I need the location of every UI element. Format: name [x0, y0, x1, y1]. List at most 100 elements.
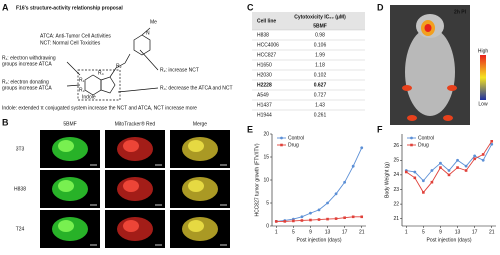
marker [309, 218, 312, 222]
marker [351, 215, 355, 219]
label: H1944 [257, 112, 272, 118]
label: Indole [82, 94, 96, 100]
y-tick-label: 25 [393, 158, 399, 164]
label: 0.627 [314, 82, 327, 88]
cell-stain [58, 220, 74, 232]
label: 0.261 [314, 112, 327, 118]
label: 1.99 [315, 52, 325, 58]
marker [447, 169, 451, 172]
label: 0.102 [314, 72, 327, 78]
label: R₂: increase NCT [160, 67, 199, 73]
y-tick-label: 10 [263, 177, 269, 183]
marker [360, 215, 364, 219]
label: 1.18 [315, 62, 325, 68]
marker [317, 218, 321, 221]
label: 5BMF [63, 121, 76, 127]
cell-stain [188, 180, 204, 192]
marker [317, 208, 321, 212]
label: R₃: electron donating [2, 79, 49, 85]
x-tick-label: 13 [325, 229, 331, 235]
label: R₄: decrease the ATCA and NCT [160, 85, 233, 91]
label: R₄ [98, 70, 104, 76]
legend-label: Drug [418, 142, 429, 148]
label: H1650 [257, 62, 272, 68]
label: D [377, 2, 384, 12]
marker [490, 140, 494, 143]
label: groups increase ATCA [2, 61, 52, 67]
label: R₃ [79, 87, 85, 93]
label: 3T3 [16, 146, 25, 152]
label: H2228 [257, 82, 272, 88]
label: C [247, 2, 254, 12]
marker [439, 161, 442, 165]
marker [473, 157, 476, 161]
x-tick-label: 17 [342, 229, 348, 235]
label: 0.106 [314, 42, 327, 48]
label: 0.727 [314, 92, 327, 98]
label: Indole: extended π conjugated system inc… [2, 105, 197, 111]
panel-letter: A [2, 2, 9, 12]
legend-marker [410, 136, 413, 140]
label: R₂ [116, 63, 122, 69]
label: 5BMF [313, 23, 327, 29]
x-tick-label: 5 [292, 229, 295, 235]
x-tick-label: 13 [455, 229, 461, 235]
marker [464, 169, 468, 172]
label: 2h PI [454, 9, 467, 15]
marker [334, 192, 338, 196]
x-tick-label: 17 [472, 229, 478, 235]
marker [430, 180, 434, 184]
marker [351, 164, 355, 168]
marker [334, 217, 338, 220]
marker [413, 176, 417, 180]
label: ATCA: Anti-Tumor Cell Activities [40, 33, 111, 39]
y-tick-label: 23 [393, 187, 399, 193]
label: Cell line [257, 18, 276, 24]
y-tick-label: 24 [393, 172, 399, 178]
mouse-image [390, 5, 486, 125]
label: N [146, 30, 150, 36]
y-tick-label: 22 [393, 201, 399, 207]
label: MitoTracker® Red [115, 120, 156, 127]
label: groups increase ATCA [2, 85, 52, 91]
x-tick-label: 5 [422, 229, 425, 235]
marker [343, 180, 347, 184]
legend-marker [280, 136, 283, 140]
marker [274, 220, 278, 223]
cell-stain [123, 220, 139, 232]
y-axis-label: Body Weight (g) [384, 162, 390, 198]
marker [292, 219, 295, 223]
x-tick-label: 21 [359, 229, 365, 235]
marker [430, 169, 434, 172]
label: Cytotoxicity IC₅₀ (μM) [294, 14, 346, 20]
legend-marker [280, 143, 283, 147]
marker [481, 153, 485, 156]
legend-label: Control [418, 135, 434, 141]
label: NCT: Normal Cell Toxicities [40, 40, 101, 46]
x-tick-label: 1 [275, 229, 278, 235]
cell-stain [188, 140, 204, 152]
marker [481, 158, 485, 162]
molecule [66, 27, 159, 101]
x-tick-label: 1 [405, 229, 408, 235]
x-tick-label: 21 [489, 229, 495, 235]
marker [456, 158, 459, 162]
label: Low [478, 101, 488, 107]
marker [447, 173, 451, 177]
marker [300, 215, 304, 219]
x-tick-label: 9 [309, 229, 312, 235]
marker [473, 154, 477, 158]
legend-marker [410, 143, 413, 147]
marker [439, 166, 442, 169]
label: F16's structure-activity relationship pr… [16, 5, 123, 11]
label: E [247, 124, 253, 134]
x-tick-label: 9 [439, 229, 442, 235]
marker [326, 217, 329, 221]
y-tick-label: 5 [266, 200, 269, 206]
label: High [478, 48, 489, 54]
marker [300, 219, 304, 222]
marker [413, 170, 417, 174]
y-tick-label: 26 [393, 143, 399, 149]
marker [360, 146, 364, 150]
